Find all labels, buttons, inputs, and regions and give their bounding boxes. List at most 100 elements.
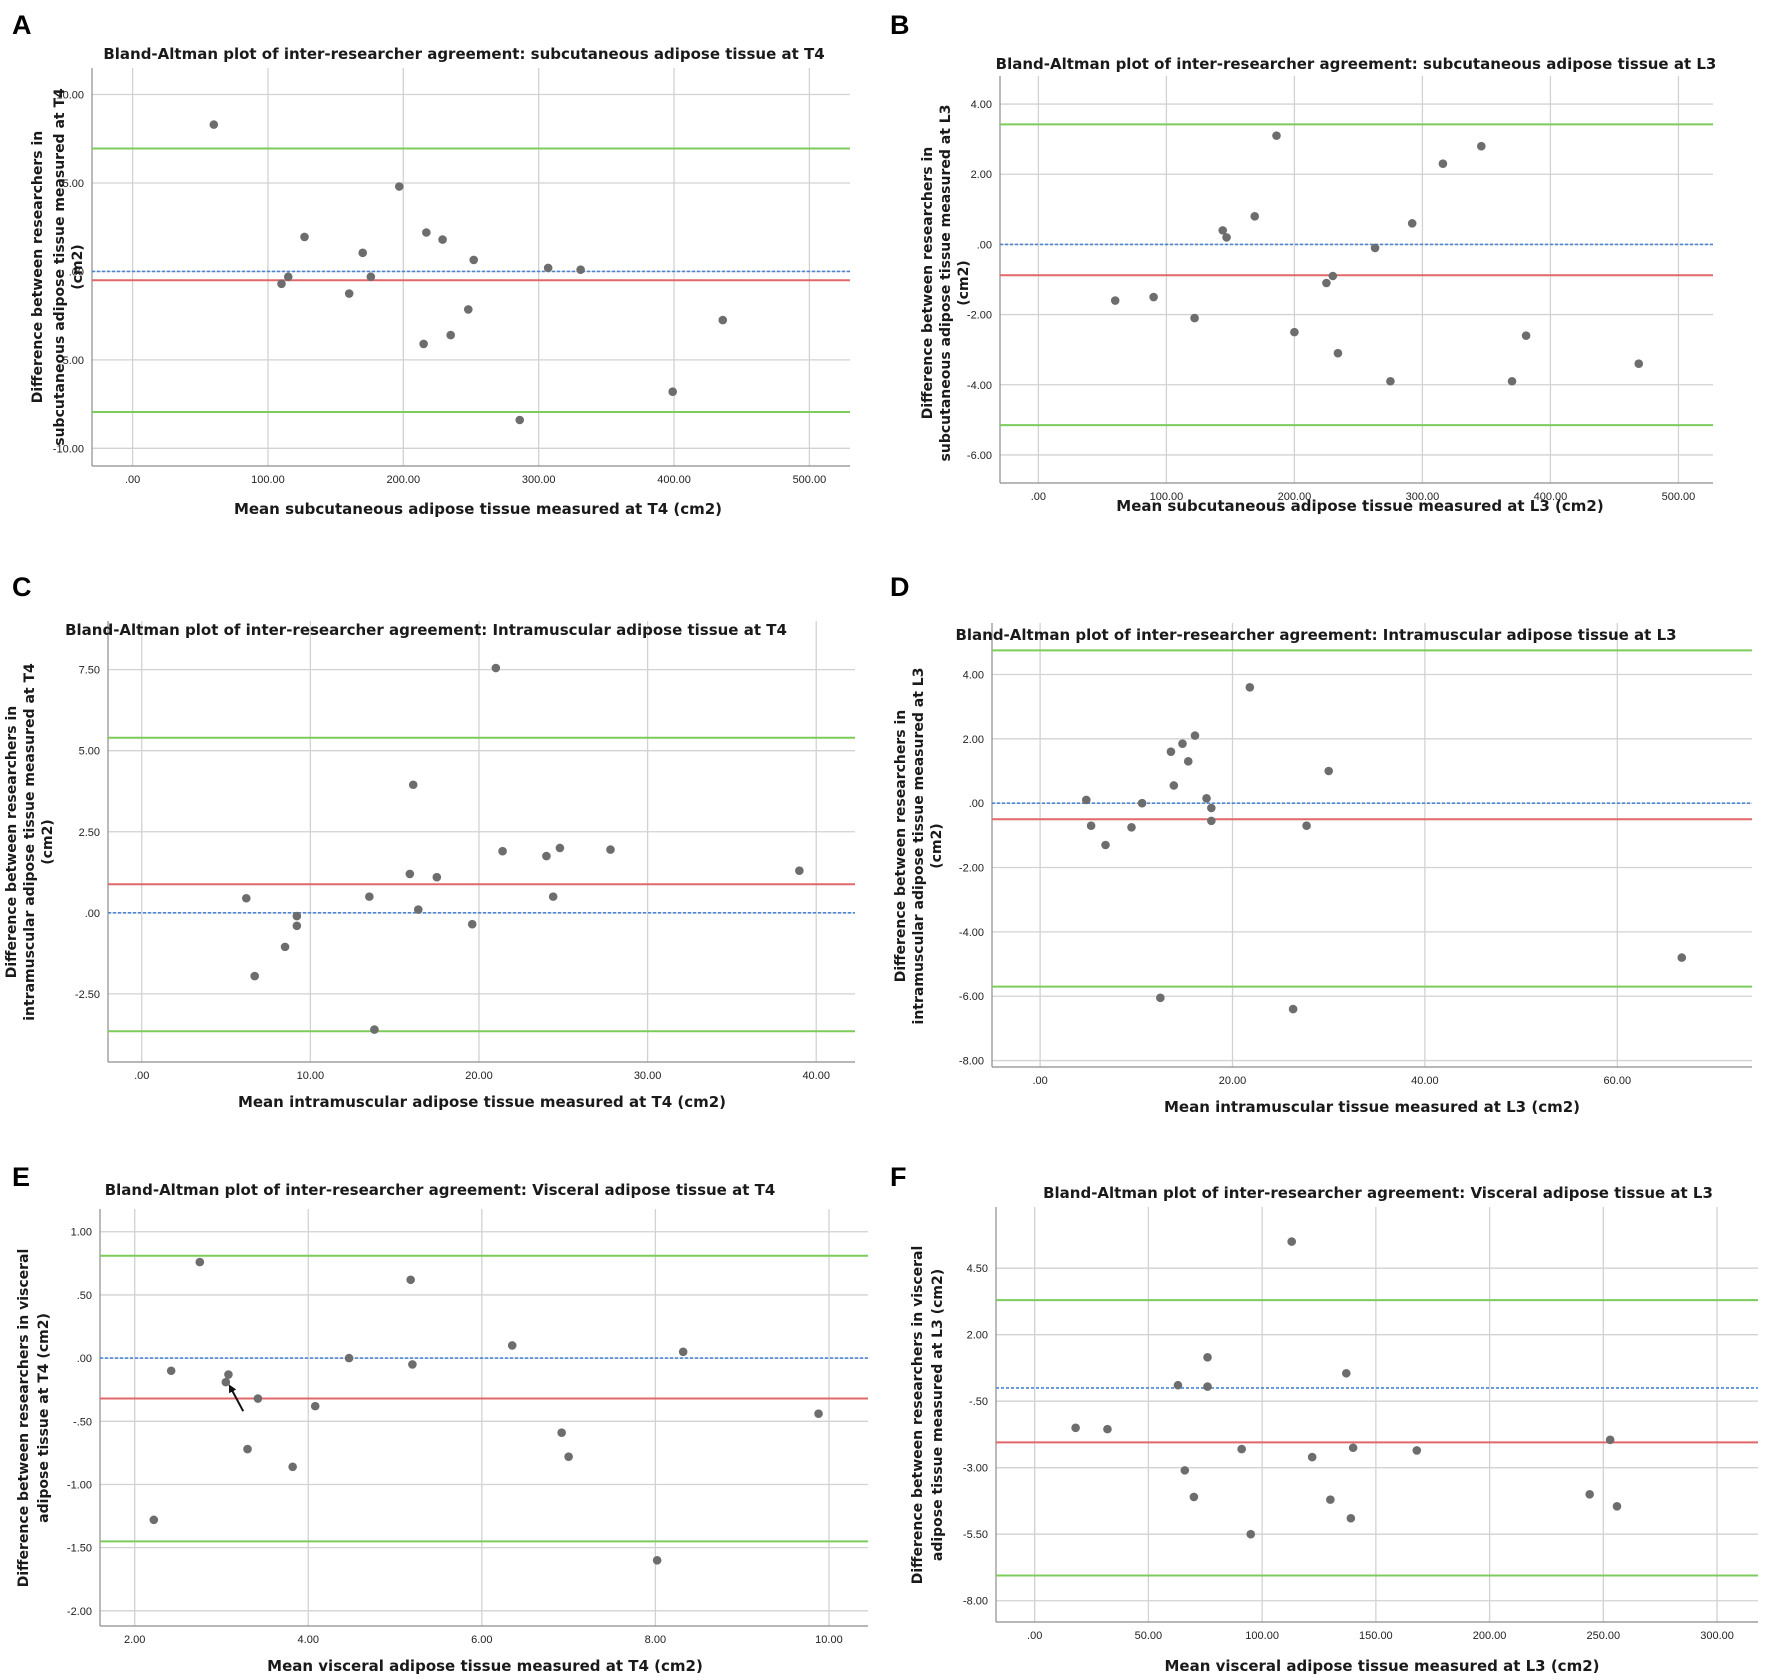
x-tick-label: 40.00: [1411, 1075, 1439, 1087]
x-tick-label: .00: [1031, 491, 1046, 503]
x-tick-label: 20.00: [1219, 1075, 1247, 1087]
data-point: [564, 1452, 573, 1461]
data-point: [1245, 683, 1255, 692]
y-axis-label: intramuscular adipose tissue measured at…: [911, 668, 927, 1025]
x-tick-label: 150.00: [1359, 1630, 1393, 1642]
x-tick-label: .00: [1032, 1075, 1047, 1087]
x-tick-label: 400.00: [1534, 491, 1568, 503]
panel-b: B .00 100.00 200.00 300.00 400.00 500.00 -6.00 -…: [890, 10, 1716, 515]
x-axis-label: Mean visceral adipose tissue measured at…: [267, 1657, 703, 1675]
data-point: [1202, 794, 1211, 803]
data-point: [419, 339, 428, 349]
data-point: [1190, 731, 1200, 740]
y-axis-label: Difference between researchers in: [920, 147, 936, 419]
chart-title: Bland-Altman plot of inter-researcher ag…: [955, 626, 1676, 644]
data-point: [149, 1515, 159, 1525]
x-tick-label: 8.00: [645, 1634, 666, 1646]
y-tick-label: -6.00: [967, 450, 992, 462]
data-point: [1288, 1004, 1298, 1014]
data-point: [1307, 1452, 1317, 1462]
x-tick-label: 4.00: [298, 1634, 319, 1646]
y-axis-label: subcutaneous adipose tissue measured at …: [52, 88, 68, 446]
x-tick-label: 10.00: [815, 1634, 843, 1646]
data-point: [221, 1377, 231, 1387]
y-tick-label: -3.00: [963, 1463, 988, 1475]
data-point: [1370, 243, 1380, 253]
data-point: [557, 1428, 566, 1437]
data-point: [576, 265, 585, 274]
y-tick-label: 4.00: [963, 669, 984, 681]
data-point: [668, 387, 677, 397]
data-point: [241, 893, 251, 903]
data-point: [432, 872, 442, 882]
panel-letter: E: [12, 1162, 30, 1192]
x-tick-label: 30.00: [634, 1070, 662, 1082]
y-tick-label: -4.00: [959, 927, 984, 939]
y-tick-label: 1.00: [71, 1227, 92, 1239]
panel-a: A .00 100.00 200.00 300.00 400.00 500.00 -10.00…: [12, 10, 850, 518]
data-point: [310, 1401, 320, 1411]
y-tick-label: -8.00: [963, 1596, 988, 1608]
y-axis-label: Difference between researchers in: [30, 131, 46, 403]
y-tick-label: 7.50: [79, 665, 100, 677]
data-point: [422, 228, 431, 237]
data-point: [1477, 141, 1486, 151]
data-point: [1222, 233, 1231, 242]
arrow-annotation: [228, 1384, 245, 1412]
y-axis-label: (cm2): [40, 819, 56, 864]
data-point: [543, 263, 553, 273]
x-tick-label: 300.00: [522, 474, 556, 486]
data-point: [277, 279, 286, 289]
y-axis-label: intramuscular adipose tissue measured at…: [22, 663, 38, 1021]
plot-area: [100, 1209, 868, 1626]
data-point: [795, 866, 804, 875]
x-tick-label: 100.00: [1245, 1630, 1279, 1642]
data-point: [1324, 766, 1334, 776]
y-tick-label: -1.00: [67, 1479, 92, 1491]
y-tick-label: 4.00: [971, 99, 992, 111]
data-point: [1272, 131, 1281, 140]
panel-letter: D: [890, 572, 910, 602]
x-tick-label: .00: [1027, 1630, 1042, 1642]
x-tick-label: 500.00: [1662, 491, 1696, 503]
x-tick-label: 200.00: [386, 474, 420, 486]
data-point: [166, 1366, 176, 1376]
data-point: [408, 1360, 417, 1369]
y-tick-label: 2.50: [79, 827, 100, 839]
chart-title: Bland-Altman plot of inter-researcher ag…: [103, 45, 824, 63]
data-point: [1203, 1353, 1212, 1362]
data-point: [1326, 1495, 1335, 1504]
data-point: [1507, 376, 1517, 386]
x-tick-label: 50.00: [1135, 1630, 1163, 1642]
data-point: [280, 942, 290, 952]
data-point: [1103, 1424, 1112, 1434]
data-point: [292, 911, 302, 921]
data-point: [1412, 1446, 1422, 1455]
y-tick-label: -2.00: [959, 863, 984, 875]
data-point: [446, 330, 455, 340]
x-tick-label: 200.00: [1278, 491, 1312, 503]
x-axis-label: Mean visceral adipose tissue measured at…: [1165, 1657, 1600, 1675]
data-point: [405, 869, 415, 879]
y-axis-label: Difference between researchers in viscer…: [910, 1246, 926, 1585]
data-point: [413, 905, 423, 914]
panel-letter: B: [890, 10, 910, 40]
y-tick-label: -8.00: [959, 1056, 984, 1068]
y-tick-label: .00: [77, 1353, 92, 1365]
data-point: [1348, 1443, 1358, 1453]
data-point: [1218, 226, 1228, 235]
data-point: [1322, 278, 1331, 288]
data-point: [1101, 840, 1110, 850]
y-tick-label: -.50: [969, 1396, 988, 1408]
data-point: [1246, 1529, 1256, 1539]
data-point: [1207, 816, 1216, 826]
y-tick-label: 2.00: [963, 734, 984, 746]
panel-letter: F: [890, 1162, 907, 1192]
x-tick-label: .00: [125, 474, 140, 486]
x-tick-label: 10.00: [297, 1070, 325, 1082]
x-axis-label: Mean subcutaneous adipose tissue measure…: [234, 500, 722, 518]
y-tick-label: -4.00: [967, 380, 992, 392]
x-tick-label: 2.00: [124, 1634, 145, 1646]
y-tick-label: -.50: [73, 1416, 92, 1428]
